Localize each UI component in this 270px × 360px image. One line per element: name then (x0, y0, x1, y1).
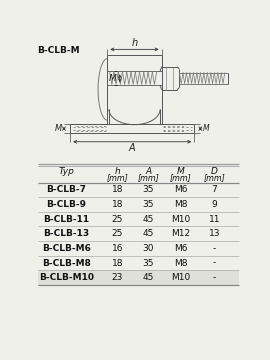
Text: 30: 30 (143, 244, 154, 253)
Text: M6: M6 (174, 244, 188, 253)
Text: B-CLB-M6: B-CLB-M6 (42, 244, 91, 253)
Text: Typ: Typ (58, 167, 74, 176)
Text: M10: M10 (171, 273, 191, 282)
Text: 7: 7 (211, 185, 217, 194)
Text: -: - (213, 258, 216, 267)
Text: 16: 16 (112, 244, 123, 253)
Text: [mm]: [mm] (204, 173, 225, 182)
Text: M8: M8 (174, 258, 188, 267)
Text: 35: 35 (143, 185, 154, 194)
Text: M: M (54, 124, 62, 133)
Text: 11: 11 (209, 215, 220, 224)
Text: D: D (211, 167, 218, 176)
Text: B-CLB-7: B-CLB-7 (46, 185, 86, 194)
Text: [mm]: [mm] (170, 173, 192, 182)
Bar (38, 270, 239, 285)
Text: B-CLB-M8: B-CLB-M8 (42, 258, 91, 267)
Text: -: - (213, 273, 216, 282)
Text: M: M (109, 74, 117, 83)
Text: -: - (213, 244, 216, 253)
Text: 45: 45 (143, 273, 154, 282)
Text: M10: M10 (171, 215, 191, 224)
Text: 25: 25 (112, 215, 123, 224)
Text: 13: 13 (209, 229, 220, 238)
Text: 35: 35 (143, 200, 154, 209)
Text: 18: 18 (112, 200, 123, 209)
Text: B-CLB-11: B-CLB-11 (43, 215, 89, 224)
Text: M: M (203, 124, 209, 133)
Text: 25: 25 (112, 229, 123, 238)
Text: h: h (114, 167, 120, 176)
Text: M: M (177, 167, 185, 176)
Text: B-CLB-M10: B-CLB-M10 (39, 273, 94, 282)
Text: M12: M12 (171, 229, 191, 238)
Text: 9: 9 (211, 200, 217, 209)
Text: B-CLB-13: B-CLB-13 (43, 229, 89, 238)
Text: B-CLB-9: B-CLB-9 (46, 200, 86, 209)
Text: 35: 35 (143, 258, 154, 267)
Text: 45: 45 (143, 215, 154, 224)
Text: h: h (131, 38, 137, 48)
Text: M6: M6 (174, 185, 188, 194)
Text: A: A (145, 167, 151, 176)
Text: [mm]: [mm] (138, 173, 159, 182)
Text: A: A (129, 143, 136, 153)
Text: B-CLB-M: B-CLB-M (38, 45, 80, 54)
Text: 45: 45 (143, 229, 154, 238)
Text: 23: 23 (112, 273, 123, 282)
Text: 18: 18 (112, 258, 123, 267)
Text: 18: 18 (112, 185, 123, 194)
Text: M8: M8 (174, 200, 188, 209)
Text: [mm]: [mm] (107, 173, 128, 182)
